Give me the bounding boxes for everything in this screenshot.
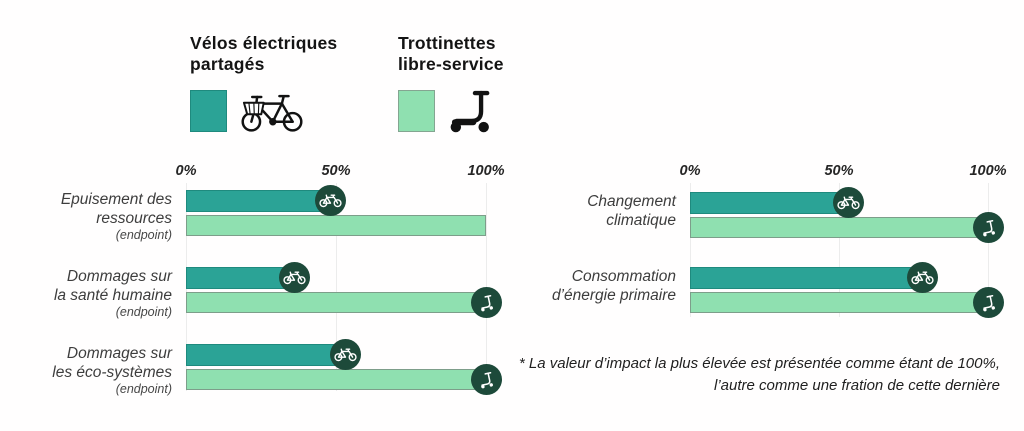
bike-badge (315, 185, 346, 216)
category-label: Changement climatique (587, 193, 676, 229)
bar-trottinettes (690, 292, 988, 313)
axis-tick: 50% (824, 163, 854, 179)
category-label: Dommages sur la santé humaine (endpoint) (0, 268, 172, 320)
bar-trottinettes (186, 215, 486, 236)
scooter-badge (471, 287, 502, 318)
gridline (838, 183, 840, 317)
axis-tick: 0% (679, 163, 701, 179)
bar-velos (186, 267, 294, 289)
scooter-badge-icon (478, 294, 496, 312)
scooter-badge (973, 287, 1004, 318)
axis-tick: 100% (969, 163, 1007, 179)
axis-tick: 0% (175, 163, 197, 179)
color-swatch-velos (190, 89, 227, 132)
scooter-icon (447, 87, 496, 134)
bar-velos (690, 192, 848, 214)
bar-velos (186, 190, 330, 212)
category-label: Dommages sur les éco-systèmes (endpoint) (0, 345, 172, 397)
chart-rows-right: Changement climatique Consommation d’éne… (552, 187, 1004, 318)
chart-rows-left: Epuisement des ressources (endpoint) Domm… (52, 185, 502, 396)
axis-tick: 100% (467, 163, 505, 179)
scooter-badge-icon (980, 219, 998, 237)
legend-item-trottinettes: Trottinettes libre-service (398, 33, 504, 135)
bar-trottinettes (186, 292, 486, 313)
bar-trottinettes (690, 217, 988, 238)
chart-row: Dommages sur les éco-systèmes (endpoint) (52, 339, 502, 396)
x-axis-left: 0% 50% 100% (176, 163, 505, 185)
chart-row: Changement climatique (587, 187, 1004, 243)
category-sublabel: (endpoint) (115, 382, 172, 397)
bike-badge-icon (334, 347, 357, 362)
bike-icon (239, 89, 305, 133)
bar-trottinettes (186, 369, 486, 390)
category-label: Consommation d’énergie primaire (551, 268, 676, 304)
color-swatch-trottinettes (398, 89, 435, 132)
chart-row: Dommages sur la santé humaine (endpoint) (54, 262, 502, 319)
bar-velos (690, 267, 923, 289)
scooter-badge (471, 364, 502, 395)
bike-badge (907, 262, 939, 293)
x-axis-right: 0% 50% 100% (680, 163, 1007, 185)
chart-panel-right: 0% 50% 100% Changement climatique Consomma… (552, 163, 1007, 318)
bike-badge-icon (837, 195, 860, 210)
bike-badge (279, 262, 310, 293)
bike-badge-icon (319, 193, 342, 208)
bike-badge-icon (911, 270, 935, 285)
gridline (689, 183, 691, 317)
gridline (335, 183, 337, 391)
gridline (987, 183, 989, 317)
scooter-badge (973, 212, 1004, 243)
chart-row: Epuisement des ressources (endpoint) (61, 185, 486, 242)
legend-title-trottinettes: Trottinettes libre-service (398, 33, 504, 75)
axis-tick: 50% (321, 163, 351, 179)
legend-key-trottinettes (398, 87, 504, 135)
chart-row: Consommation d’énergie primaire (552, 262, 1004, 318)
bike-badge (832, 187, 864, 218)
legend-key-velos (190, 87, 337, 135)
footnote: * La valeur d’impact la plus élevée est … (518, 355, 1000, 394)
category-sublabel: (endpoint) (115, 228, 172, 243)
bike-badge-icon (283, 270, 306, 285)
bar-velos (186, 344, 345, 366)
scooter-badge-icon (980, 294, 998, 312)
legend-title-velos: Vélos électriques partagés (190, 33, 338, 75)
category-label: Epuisement des ressources (endpoint) (0, 191, 172, 243)
legend-item-velos: Vélos électriques partagés (190, 33, 337, 135)
scooter-badge-icon (478, 371, 496, 389)
bike-badge (329, 339, 361, 370)
category-sublabel: (endpoint) (115, 305, 172, 320)
chart-panel-left: 0% 50% 100% Epuisement des ressources (endp… (52, 163, 505, 396)
